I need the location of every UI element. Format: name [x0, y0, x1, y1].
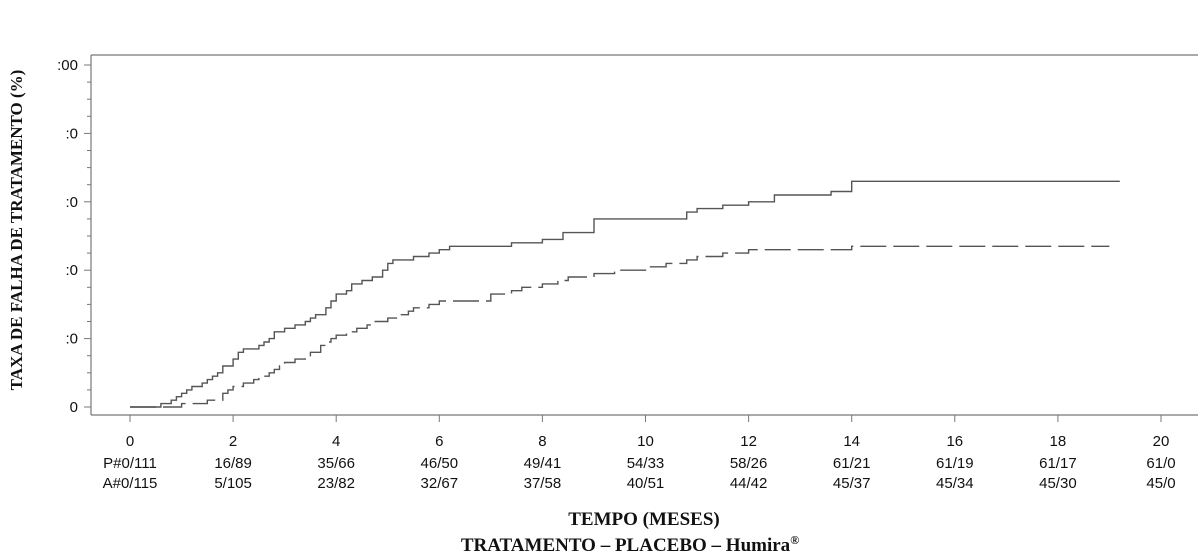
series-layer [130, 180, 1120, 408]
risk-cell-P: 54/33 [627, 455, 665, 472]
y-axis-label: TAXA DE FALHA DE TRATAMENTO (%) [7, 70, 26, 391]
y-tick-label: :00 [57, 57, 78, 74]
y-tick-label: :0 [65, 125, 78, 142]
risk-cell-A: A#0/115 [103, 475, 158, 492]
risk-cell-P: 61/21 [833, 455, 871, 472]
risk-cell-A: 5/105 [214, 475, 252, 492]
plot-frame [90, 54, 1198, 416]
x-tick-label: 12 [740, 433, 757, 450]
x-tick-label: 18 [1050, 433, 1067, 450]
risk-table: P#0/111 16/89 35/66 46/50 49/41 54/33 58/26 61/… [103, 455, 1176, 492]
risk-cell-A: 37/58 [524, 475, 562, 492]
x-ticks: 0 2 4 6 8 10 12 14 16 18 20 [126, 415, 1170, 450]
x-tick-label: 2 [229, 433, 237, 450]
subtitle-text: TRATAMENTO – PLACEBO – Humira [461, 535, 791, 556]
x-axis-label: TEMPO (MESES) [568, 509, 719, 530]
y-tick-label: 0 [70, 399, 78, 416]
x-tick-label: 8 [538, 433, 546, 450]
risk-cell-P: P#0/111 [103, 455, 157, 472]
y-tick-label: :0 [65, 194, 78, 211]
risk-cell-A: 40/51 [627, 475, 665, 492]
risk-cell-P: 61/19 [936, 455, 974, 472]
risk-cell-A: 45/30 [1039, 475, 1077, 492]
risk-cell-P: 61/17 [1039, 455, 1077, 472]
risk-cell-A: 45/0 [1146, 475, 1175, 492]
risk-cell-P: 35/66 [317, 455, 355, 472]
risk-cell-P: 16/89 [214, 455, 252, 472]
x-tick-label: 16 [946, 433, 963, 450]
y-ticks: 0 :0 :0 :0 :0 :00 [57, 57, 91, 416]
risk-cell-A: 45/34 [936, 475, 974, 492]
risk-cell-P: 58/26 [730, 455, 768, 472]
x-tick-label: 20 [1153, 433, 1170, 450]
y-tick-label: :0 [65, 331, 78, 348]
risk-cell-A: 32/67 [421, 475, 459, 492]
x-tick-label: 0 [126, 433, 134, 450]
risk-cell-P: 46/50 [421, 455, 459, 472]
chart-subtitle: TRATAMENTO – PLACEBO – Humira® [461, 533, 799, 556]
y-tick-label: :0 [65, 262, 78, 279]
x-tick-label: 10 [637, 433, 654, 450]
risk-cell-A: 23/82 [317, 475, 355, 492]
x-tick-label: 14 [843, 433, 860, 450]
series-line-solid [130, 180, 1120, 408]
series-line-dashed [130, 245, 1110, 408]
registered-mark: ® [790, 533, 799, 547]
risk-cell-P: 49/41 [524, 455, 562, 472]
risk-cell-A: 45/37 [833, 475, 871, 492]
risk-cell-A: 44/42 [730, 475, 768, 492]
x-tick-label: 4 [332, 433, 340, 450]
risk-cell-P: 61/0 [1146, 455, 1175, 472]
x-tick-label: 6 [435, 433, 443, 450]
